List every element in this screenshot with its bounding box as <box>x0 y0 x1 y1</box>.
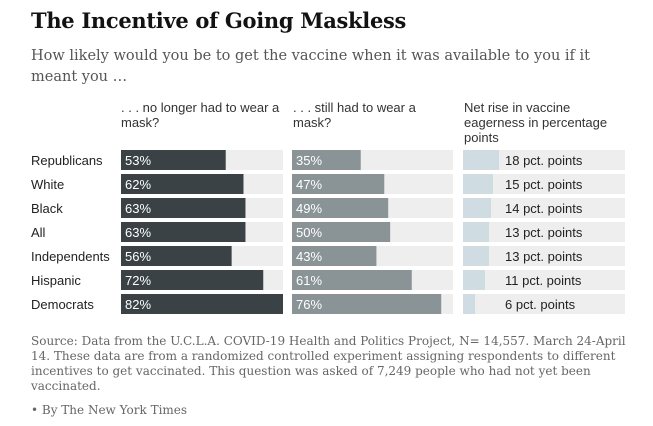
source-note: Source: Data from the U.C.L.A. COVID-19 … <box>31 334 626 393</box>
data-label-no-mask: 63% <box>125 201 151 216</box>
row-label-independents: Independents <box>31 249 110 264</box>
bar-still-mask-hispanic <box>292 270 412 290</box>
bar-net-rise-black <box>463 198 491 218</box>
bar-track <box>463 150 625 170</box>
data-label-net-rise: 11 pct. points <box>505 273 582 288</box>
bar-still-mask-democrats <box>292 294 442 314</box>
bar-net-rise-republicans <box>463 150 499 170</box>
bar-net-rise-hispanic <box>463 270 485 290</box>
data-label-net-rise: 14 pct. points <box>505 201 583 216</box>
data-label-no-mask: 82% <box>125 297 151 312</box>
bar-no-mask-hispanic <box>121 270 264 290</box>
bar-no-mask-democrats <box>121 294 283 314</box>
column-header-net-rise: Net rise in vaccine eagerness in percent… <box>464 100 608 145</box>
data-label-no-mask: 72% <box>125 273 151 288</box>
data-label-still-mask: 47% <box>296 177 322 192</box>
chart-title: The Incentive of Going Maskless <box>31 8 407 33</box>
bar-net-rise-independents <box>463 246 489 266</box>
bar-still-mask-republicans <box>292 150 361 170</box>
data-label-still-mask: 50% <box>296 225 322 240</box>
chart-subtitle: How likely would you be to get the vacci… <box>31 48 590 85</box>
data-label-net-rise: 15 pct. points <box>505 177 583 192</box>
bar-track <box>463 246 625 266</box>
data-label-net-rise: 13 pct. points <box>505 225 583 240</box>
row-label-black: Black <box>31 201 63 216</box>
bar-track <box>463 222 625 242</box>
bar-still-mask-black <box>292 198 389 218</box>
row-label-hispanic: Hispanic <box>31 273 81 288</box>
data-label-no-mask: 63% <box>125 225 151 240</box>
data-label-net-rise: 18 pct. points <box>505 153 583 168</box>
bar-no-mask-all <box>121 222 246 242</box>
row-label-democrats: Democrats <box>31 297 94 312</box>
data-label-still-mask: 61% <box>296 273 322 288</box>
row-label-republicans: Republicans <box>31 153 103 168</box>
data-label-net-rise: 13 pct. points <box>505 249 583 264</box>
bar-net-rise-democrats <box>463 294 475 314</box>
bar-track <box>463 270 625 290</box>
bar-no-mask-independents <box>121 246 232 266</box>
bar-track <box>463 294 625 314</box>
data-label-still-mask: 49% <box>296 201 322 216</box>
bar-net-rise-white <box>463 174 493 194</box>
bar-no-mask-republicans <box>121 150 226 170</box>
bar-net-rise-all <box>463 222 489 242</box>
bar-track <box>463 198 625 218</box>
bar-still-mask-independents <box>292 246 377 266</box>
chart-plot: Republicans 53% 35% 18 pct. points White 62% 4… <box>31 150 625 314</box>
data-label-no-mask: 56% <box>125 249 151 264</box>
data-label-still-mask: 35% <box>296 153 322 168</box>
data-label-still-mask: 76% <box>296 297 322 312</box>
bar-still-mask-white <box>292 174 385 194</box>
bar-still-mask-all <box>292 222 391 242</box>
data-label-still-mask: 43% <box>296 249 322 264</box>
data-label-no-mask: 53% <box>125 153 151 168</box>
data-label-net-rise: 6 pct. points <box>505 297 576 312</box>
byline: • By The New York Times <box>31 403 188 417</box>
row-label-white: White <box>31 177 64 192</box>
bar-no-mask-black <box>121 198 246 218</box>
column-header-still-mask: . . . still had to wear a mask? <box>293 100 416 130</box>
row-label-all: All <box>31 225 46 240</box>
bar-track <box>463 174 625 194</box>
column-header-no-mask: . . . no longer had to wear a mask? <box>121 100 280 130</box>
bar-no-mask-white <box>121 174 244 194</box>
data-label-no-mask: 62% <box>125 177 151 192</box>
